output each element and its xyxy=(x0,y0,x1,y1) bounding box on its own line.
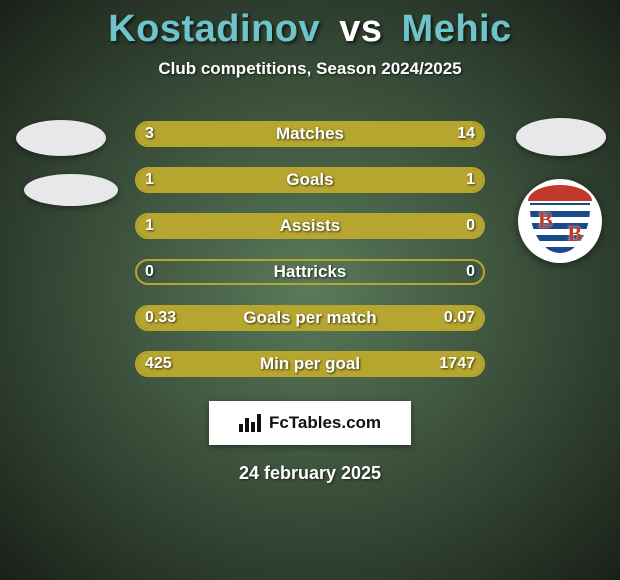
stat-row: 314Matches xyxy=(135,121,485,147)
stat-row: 10Assists xyxy=(135,213,485,239)
branding-label: FcTables.com xyxy=(269,413,381,433)
badge-top-arc xyxy=(528,185,592,201)
player2-avatar-top xyxy=(516,118,606,156)
fctables-branding: FcTables.com xyxy=(209,401,411,445)
title-vs: vs xyxy=(339,8,382,50)
badge-letter-1: B xyxy=(538,207,553,233)
title-player1: Kostadinov xyxy=(108,8,320,50)
badge-letter-2: B xyxy=(567,221,582,247)
player1-avatar-top xyxy=(16,120,106,156)
player2-club-badge: B B xyxy=(518,179,602,263)
bar-chart-icon xyxy=(239,414,265,432)
stat-label: Assists xyxy=(135,213,485,239)
date-label: 24 february 2025 xyxy=(0,463,620,484)
subtitle: Club competitions, Season 2024/2025 xyxy=(0,59,620,79)
stat-row: 00Hattricks xyxy=(135,259,485,285)
stat-label: Min per goal xyxy=(135,351,485,377)
player1-avatar-bottom xyxy=(24,174,118,206)
stat-label: Hattricks xyxy=(135,259,485,285)
stat-row: 0.330.07Goals per match xyxy=(135,305,485,331)
stat-row: 4251747Min per goal xyxy=(135,351,485,377)
stat-label: Matches xyxy=(135,121,485,147)
stat-label: Goals per match xyxy=(135,305,485,331)
stats-bars: 314Matches 11Goals 10Assists 00Hattricks 0.3… xyxy=(135,121,485,377)
stat-label: Goals xyxy=(135,167,485,193)
page-title: Kostadinov vs Mehic xyxy=(0,0,620,51)
stat-row: 11Goals xyxy=(135,167,485,193)
title-player2: Mehic xyxy=(402,8,512,50)
